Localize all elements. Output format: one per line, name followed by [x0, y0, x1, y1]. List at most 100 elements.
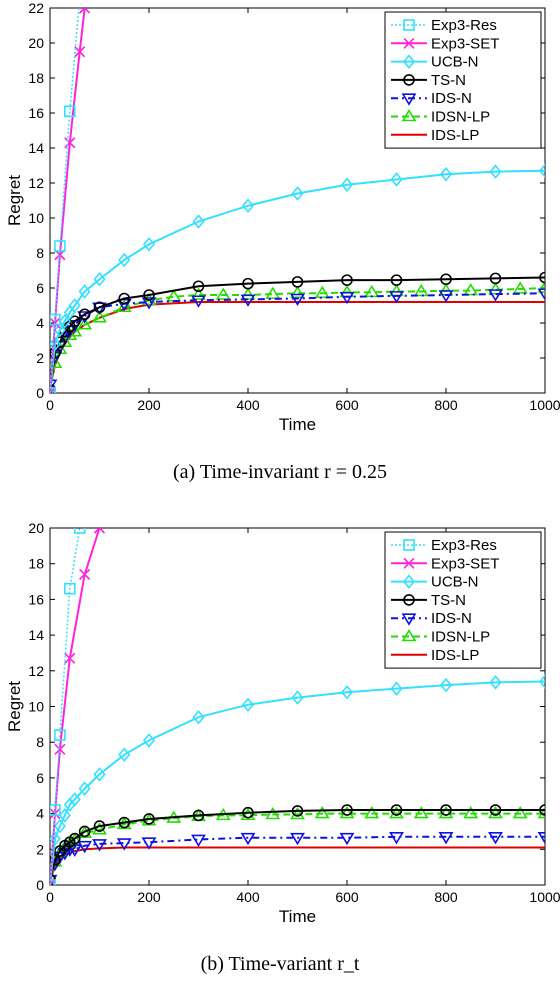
legend-label-exp3-set: Exp3-SET: [431, 555, 499, 572]
point-exp3-set-marker: [64, 137, 76, 149]
point-ts-n-marker: [291, 805, 304, 817]
point-ucb-n-marker: [58, 314, 71, 329]
legend-ucb-n-marker: [402, 574, 416, 589]
y-tick-label: 10: [28, 699, 44, 715]
point-idsn-lp-marker: [314, 285, 330, 299]
point-ts-n-marker: [192, 280, 205, 293]
series-ids-lp: [50, 301, 545, 389]
point-idsn-lp-marker: [290, 806, 305, 820]
x-tick-label: 400: [236, 889, 260, 905]
point-idsn-lp-marker: [512, 806, 528, 819]
point-exp3-res-marker: [64, 582, 76, 595]
point-idsn-lp-marker: [389, 806, 404, 819]
y-tick-label: 10: [28, 210, 44, 226]
point-ts-n-marker: [440, 804, 452, 816]
point-ts-n-marker: [390, 274, 403, 286]
y-tick-label: 18: [28, 556, 44, 572]
y-tick-label: 16: [28, 105, 44, 121]
caption-b: (b) Time-variant r_t: [201, 953, 360, 975]
point-ucb-n-marker: [192, 214, 205, 229]
legend-ids-n-marker: [401, 613, 417, 626]
x-tick-label: 600: [335, 397, 359, 413]
point-ts-n-marker: [291, 276, 304, 288]
series-exp3-set: [50, 528, 106, 885]
x-tick-label: 800: [434, 397, 458, 413]
point-idsn-lp-marker: [215, 287, 231, 300]
point-idsn-lp-marker: [463, 283, 479, 296]
y-axis-label: Regret: [5, 175, 24, 226]
point-ucb-n-marker: [50, 336, 61, 352]
series-line-ids-lp: [50, 846, 545, 882]
point-idsn-lp-marker: [92, 310, 107, 323]
point-idsn-lp-marker: [512, 281, 528, 294]
point-idsn-lp-marker: [314, 806, 330, 819]
point-idsn-lp-marker: [339, 806, 355, 819]
x-tick-label: 400: [236, 397, 260, 413]
point-ts-n-marker: [341, 274, 353, 286]
point-ts-n-marker: [489, 272, 502, 285]
point-ts-n-marker: [539, 804, 545, 816]
point-ids-n-marker: [77, 840, 93, 854]
point-ucb-n-marker: [142, 733, 156, 748]
point-exp3-set-marker: [79, 8, 91, 14]
point-idsn-lp-marker: [438, 806, 454, 819]
y-tick-label: 12: [28, 175, 44, 191]
legend-label-exp3-set: Exp3-SET: [431, 35, 499, 52]
series-line-exp3-set: [50, 528, 101, 885]
x-tick-label: 1000: [529, 889, 560, 905]
point-ids-n-marker: [389, 832, 404, 845]
point-ucb-n-marker: [53, 322, 66, 338]
point-ucb-n-marker: [390, 172, 403, 187]
point-idsn-lp-marker: [537, 806, 545, 819]
y-tick-label: 0: [36, 877, 44, 893]
legend-label-idsn-lp: IDSN-LP: [431, 109, 490, 126]
y-tick-label: 2: [36, 841, 44, 857]
point-ts-n-marker: [440, 273, 452, 286]
point-ids-n-marker: [240, 832, 256, 846]
point-ids-n-marker: [537, 288, 545, 301]
x-tick-label: 600: [335, 889, 359, 905]
series-layer: [50, 487, 545, 885]
point-ts-n-marker: [143, 813, 155, 825]
series-exp3-res: [50, 8, 80, 393]
point-ids-n-marker: [240, 294, 256, 307]
legend-exp3-set-marker: [403, 557, 415, 569]
legend-exp3-res-marker: [403, 19, 415, 31]
series-ucb-n: [50, 674, 545, 885]
point-idsn-lp-marker: [92, 822, 107, 835]
point-exp3-res-marker: [82, 487, 92, 497]
series-line-ids-lp: [50, 301, 545, 389]
point-ts-n-marker: [118, 292, 131, 305]
legend-exp3-set-marker: [403, 37, 415, 49]
series-line-exp3-res: [50, 8, 80, 393]
legend-idsn-lp-marker: [401, 628, 417, 642]
point-exp3-set-marker: [93, 528, 106, 534]
point-ids-n-marker: [488, 832, 503, 845]
legend-ts-n-marker: [403, 594, 415, 606]
point-idsn-lp-marker: [240, 807, 256, 821]
point-ts-n-marker: [118, 816, 131, 829]
point-exp3-set-marker: [50, 879, 56, 885]
series-exp3-set: [50, 8, 91, 393]
point-ucb-n-marker: [58, 808, 71, 823]
point-ts-n-marker: [78, 825, 91, 838]
x-tick-label: 200: [137, 889, 161, 905]
y-tick-label: 14: [28, 627, 44, 643]
point-ids-n-marker: [438, 290, 454, 303]
point-ucb-n-marker: [50, 385, 57, 393]
series-line-exp3-set: [50, 8, 86, 393]
y-tick-label: 4: [36, 315, 44, 331]
point-exp3-res-marker: [54, 240, 66, 252]
point-ucb-n-marker: [68, 792, 81, 807]
point-ucb-n-marker: [489, 675, 502, 690]
point-ts-n-marker: [489, 804, 502, 816]
point-ids-n-marker: [116, 838, 132, 851]
point-exp3-res-marker: [50, 804, 61, 816]
point-ids-n-marker: [290, 832, 305, 846]
y-tick-label: 12: [28, 663, 44, 679]
y-tick-label: 0: [36, 385, 44, 401]
point-ts-n-marker: [50, 854, 61, 866]
point-ucb-n-marker: [93, 767, 106, 782]
point-idsn-lp-marker: [488, 282, 503, 295]
